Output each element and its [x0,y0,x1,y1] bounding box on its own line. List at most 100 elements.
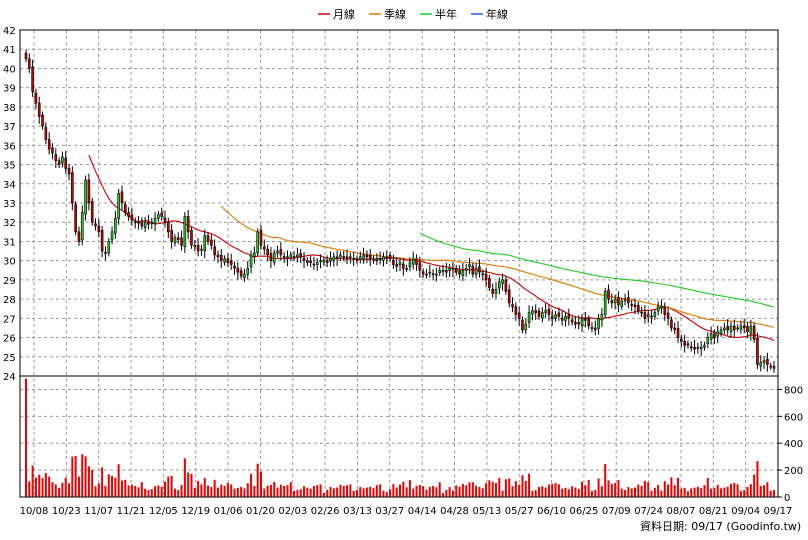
candle-body [435,273,438,276]
candle-body [517,312,521,319]
volume-bar [44,473,47,497]
candle-body [233,265,236,269]
candle-body [411,258,415,265]
volume-bar [673,485,676,497]
volume-bar [306,487,309,497]
volume-bar [657,484,660,497]
candle-body [756,337,759,365]
date-tick-label: 01/06 [214,506,243,517]
volume-bar [246,483,249,497]
candle-body [507,289,511,304]
date-tick-label: 07/09 [602,506,631,517]
candle-body [428,271,432,274]
volume-bar [428,486,431,497]
volume-bar [710,488,713,497]
candle-body [676,328,680,338]
volume-bar [567,489,570,497]
volume-bar [375,485,378,497]
candle-body [630,304,633,306]
candle-body [567,314,571,319]
volume-tick-label: 200 [784,466,803,477]
volume-bar [643,480,646,497]
volume-bar [465,485,468,497]
candle-body [597,318,600,329]
volume-bar [226,483,229,497]
candle-body [31,66,34,92]
volume-bar [54,484,57,497]
candle-body [253,252,256,257]
volume-bar [362,488,365,497]
volume-bar [597,478,600,497]
candle-body [415,258,418,265]
volume-bar [365,487,368,497]
candle-body [226,258,230,263]
candle-body [335,256,339,260]
candle-body [729,325,733,332]
candle-body [279,249,283,256]
volume-bar [352,490,355,497]
volume-bar [402,481,405,497]
volume-bar [528,473,531,497]
candle-body [263,246,266,250]
candle-body [623,298,627,302]
candle-body [229,260,233,265]
volume-bar [418,484,421,497]
volume-tick-label: 0 [784,493,790,504]
volume-bar [286,485,289,497]
volume-bar [147,490,150,497]
candle-body [322,260,326,263]
candle-body [296,254,299,258]
candle-body [24,52,28,60]
volume-bar [58,487,61,497]
candle-body [104,252,107,254]
price-tick-label: 38 [3,103,16,114]
candle-body [640,311,643,314]
volume-bar [207,485,210,497]
volume-bar [581,481,584,497]
candle-body [620,300,624,307]
volume-bar [564,487,567,497]
candle-body [471,265,475,275]
volume-bar [518,484,521,497]
volume-bar [584,485,587,497]
volume-bar [769,490,772,497]
volume-bar [150,489,153,497]
price-tick-label: 33 [3,199,16,210]
date-tick-label: 01/20 [246,506,275,517]
candle-body [319,260,322,262]
candle-body [107,241,111,254]
volume-bar [203,477,206,497]
volume-bar [372,488,375,497]
volume-bar [144,488,147,497]
volume-bar [524,480,527,497]
candle-body [84,179,87,215]
candle-body [706,337,710,345]
price-tick-label: 30 [3,257,16,268]
volume-bar [87,466,90,497]
volume-bar [653,487,656,497]
candle-body [200,248,203,251]
volume-bar [624,490,627,497]
volume-bar [713,487,716,497]
volume-panel-frame [19,375,779,498]
candle-body [349,256,352,259]
volume-bar [253,485,256,497]
date-tick-label: 04/28 [440,506,469,517]
volume-bar [660,490,663,497]
volume-bar [746,487,749,497]
volume-bar [399,484,401,497]
volume-bar [154,486,157,497]
candle-body [600,314,604,321]
price-tick-label: 40 [3,64,16,75]
candle-body [531,310,534,315]
candle-body [759,362,763,367]
volume-bar [263,488,266,497]
volume-bar [197,480,200,497]
candle-body [110,231,114,241]
candle-body [408,262,412,268]
price-tick-label: 39 [3,84,16,95]
volume-bar [670,477,673,497]
date-tick-label: 03/13 [343,506,372,517]
volume-bar [435,487,438,497]
volume-bar [183,458,186,497]
